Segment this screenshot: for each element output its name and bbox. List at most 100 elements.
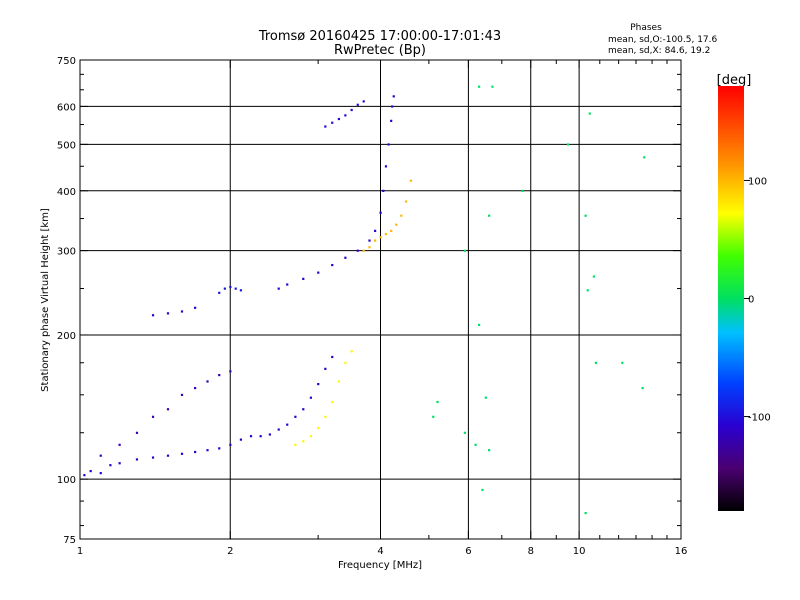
data-point [477, 85, 481, 88]
y-tick-label: 600 [57, 102, 76, 113]
data-point [317, 271, 320, 274]
y-tick-label: 500 [57, 140, 76, 151]
phases-title: Phases [630, 23, 662, 33]
grid-lines [80, 60, 681, 539]
data-point [99, 454, 102, 457]
data-point [567, 143, 570, 146]
data-point [350, 350, 353, 353]
data-point [180, 452, 184, 455]
colorbar-ticks: 100 0 -100 [744, 176, 771, 424]
data-point [356, 103, 359, 106]
data-point [180, 310, 184, 313]
data-point [488, 214, 491, 217]
data-points [83, 85, 646, 515]
data-point [166, 454, 170, 457]
data-point [395, 223, 398, 226]
data-point [584, 214, 587, 217]
data-point [331, 355, 334, 359]
data-point [234, 287, 237, 290]
data-point [584, 511, 587, 515]
data-point [317, 426, 320, 430]
data-point [391, 105, 394, 108]
data-point [594, 361, 598, 364]
data-point [239, 438, 243, 441]
data-point [151, 456, 155, 459]
data-point [488, 449, 491, 452]
data-point [474, 443, 477, 446]
data-point [379, 236, 382, 239]
data-point [400, 214, 403, 217]
data-point [384, 165, 388, 168]
data-point [286, 423, 289, 426]
data-point [337, 117, 341, 121]
data-point [249, 435, 253, 438]
data-point [331, 263, 334, 267]
data-point [286, 283, 289, 286]
data-point [218, 447, 221, 450]
y-tick-label: 100 [57, 475, 76, 486]
data-point [382, 189, 385, 192]
data-point [206, 449, 209, 452]
data-point [481, 488, 484, 492]
data-point [223, 287, 226, 290]
data-point [592, 275, 595, 278]
data-point [259, 435, 262, 438]
data-point [268, 433, 271, 436]
data-point [405, 200, 408, 203]
data-point [324, 367, 327, 370]
chart-subtitle: RwPretec (Bp) [334, 43, 426, 58]
y-axis-label: Stationary phase Virtual Height [km] [40, 208, 51, 392]
data-point [374, 239, 377, 242]
data-point [463, 249, 466, 252]
phases-x-line: mean, sd,X: 84.6, 19.2 [608, 46, 710, 56]
data-point [302, 440, 305, 443]
data-point [621, 361, 624, 364]
data-point [229, 285, 232, 289]
data-point [89, 469, 92, 473]
y-tick-label: 200 [57, 331, 76, 342]
phases-box: Phases mean, sd,O:-100.5, 17.6 mean, sd,… [608, 23, 718, 56]
x-tick-label: 6 [465, 546, 471, 557]
data-point [317, 382, 320, 386]
data-point [135, 458, 139, 461]
data-point [331, 400, 334, 404]
y-tick-label: 400 [57, 187, 76, 198]
data-point [477, 323, 481, 327]
x-tick-label: 1 [77, 546, 83, 557]
data-point [324, 415, 327, 418]
data-point [229, 370, 232, 373]
data-point [135, 431, 139, 434]
data-point [368, 239, 371, 242]
data-point [362, 249, 365, 252]
data-point [294, 415, 297, 418]
data-point [586, 289, 589, 292]
data-point [277, 428, 280, 431]
colorbar-tick-label: -100 [748, 413, 771, 424]
y-tick-label: 300 [57, 247, 76, 258]
data-point [194, 386, 197, 390]
x-tick-label: 4 [377, 546, 383, 557]
data-point [384, 232, 388, 236]
chart-title: Tromsø 20160425 17:00:00-17:01:43 [258, 29, 501, 44]
data-point [337, 380, 341, 383]
y-tick-label: 75 [63, 535, 76, 546]
data-point [309, 435, 312, 438]
data-point [521, 189, 524, 192]
data-point [302, 277, 305, 280]
data-point [218, 291, 221, 294]
colorbar [718, 86, 744, 511]
y-tick-label: 750 [57, 56, 76, 67]
data-point [166, 408, 170, 411]
data-point [588, 112, 591, 115]
data-point [151, 415, 155, 418]
colorbar-tick-label: 100 [748, 176, 767, 187]
data-point [390, 229, 393, 232]
data-point [641, 386, 644, 390]
x-tick-label: 10 [573, 546, 586, 557]
data-point [277, 287, 280, 290]
x-tick-label: 16 [675, 546, 688, 557]
data-point [99, 472, 102, 475]
data-point [344, 256, 347, 259]
data-point [362, 100, 365, 103]
data-point [180, 393, 184, 397]
